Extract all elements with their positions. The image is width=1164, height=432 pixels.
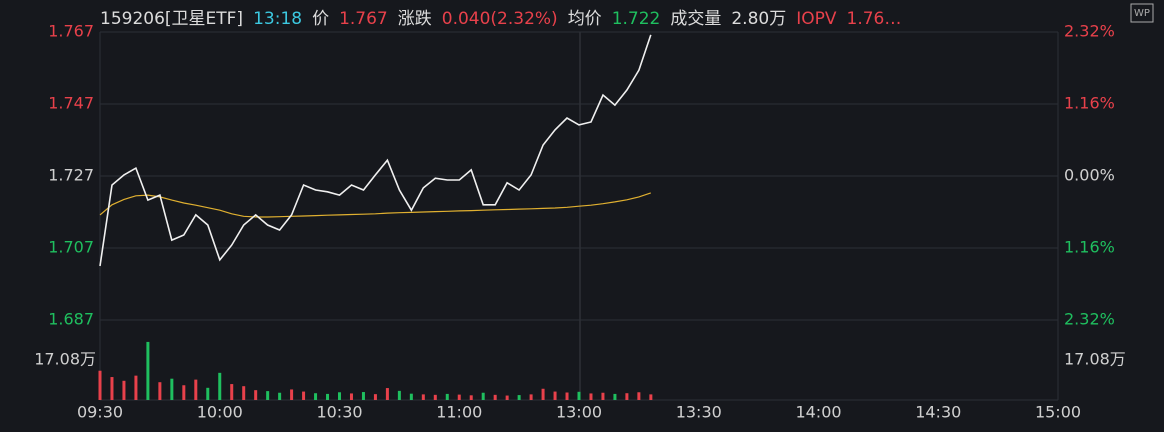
price-line: [99, 34, 652, 267]
volume-bar: [541, 388, 545, 400]
header-item: 159206[卫星ETF]: [100, 9, 244, 29]
x-tick-label: 15:00: [1035, 403, 1081, 422]
x-tick-label: 10:00: [197, 403, 243, 422]
header-item: 1.767: [339, 9, 388, 29]
volume-bar: [361, 392, 365, 400]
header-item: 价: [312, 9, 330, 29]
y2-tick-label: 2.32%: [1064, 22, 1115, 41]
y2-tick-label: 1.16%: [1064, 94, 1115, 113]
volume-bar: [457, 394, 461, 400]
y-tick-label: 1.707: [48, 238, 94, 257]
volume-bar: [218, 372, 222, 400]
volume-bar: [553, 391, 557, 400]
volume-bar: [206, 387, 210, 400]
header-item: 涨跌: [397, 9, 432, 29]
volume-bar: [373, 394, 377, 400]
x-tick-label: 14:00: [795, 403, 841, 422]
wp-icon-text: WP: [1134, 8, 1150, 19]
volume-bar: [409, 393, 413, 400]
volume-bar: [302, 391, 306, 400]
volume-bar: [290, 389, 294, 400]
volume-bar: [625, 393, 629, 400]
volume-bar: [266, 391, 270, 400]
volume-bar: [385, 388, 389, 400]
volume-bar: [182, 385, 186, 400]
average-line: [99, 192, 651, 218]
volume-bar: [517, 395, 521, 400]
volume-bar: [421, 394, 425, 400]
volume-bar: [613, 393, 617, 400]
y-tick-label: 1.767: [48, 22, 94, 41]
volume-bar: [326, 393, 330, 400]
volume-bar: [134, 375, 138, 400]
volume-bar: [278, 392, 282, 400]
volume-bar: [230, 384, 234, 400]
x-tick-label: 09:30: [77, 403, 123, 422]
volume-bar: [433, 394, 437, 400]
volume-bar: [637, 392, 641, 400]
header-item: 0.040(2.32%): [441, 9, 558, 29]
x-tick-label: 10:30: [316, 403, 362, 422]
volume-bar: [601, 392, 605, 400]
header-item: 13:18: [253, 9, 303, 29]
volume-bar: [397, 390, 401, 400]
x-tick-label: 13:30: [676, 403, 722, 422]
x-tick-label: 13:00: [556, 403, 602, 422]
header-item: 1.722: [611, 9, 661, 29]
volume-bar: [493, 394, 497, 400]
header-item: 1.76…: [846, 9, 902, 29]
y-tick-label: 1.727: [48, 166, 94, 185]
header-item: 均价: [567, 9, 602, 29]
volume-bar: [338, 392, 341, 400]
y2-tick-label: 2.32%: [1064, 310, 1115, 329]
volume-bar: [505, 395, 509, 400]
volume-bar: [481, 392, 485, 400]
wp-icon[interactable]: [1130, 3, 1154, 23]
volume-bar: [110, 377, 114, 400]
x-tick-label: 14:30: [915, 403, 961, 422]
volume-bar: [577, 391, 581, 400]
volume-bar: [254, 390, 258, 400]
volume-bar: [529, 394, 533, 400]
volume-bar: [98, 370, 102, 400]
header: 159206[卫星ETF] 13:18 价 1.767 涨跌 0.040(2.32%) 均价…: [100, 4, 911, 29]
volume-tick-label: 17.08万: [1064, 350, 1126, 369]
volume-bar: [349, 393, 353, 400]
header-item: 成交量: [670, 9, 722, 29]
volume-bar: [649, 394, 653, 400]
x-tick-label: 11:00: [436, 403, 482, 422]
volume-bar: [194, 379, 198, 400]
volume-bar: [242, 386, 246, 400]
volume-bar: [158, 382, 162, 400]
volume-bar: [170, 378, 174, 400]
y-tick-label: 1.747: [48, 94, 94, 113]
volume-bar: [565, 392, 569, 400]
y2-tick-label: 0.00%: [1064, 166, 1115, 185]
volume-bar: [314, 393, 318, 400]
y2-tick-label: 1.16%: [1064, 238, 1115, 257]
y-tick-label: 1.687: [48, 310, 94, 329]
header-item: 2.80万: [731, 9, 787, 29]
volume-tick-label: 17.08万: [34, 350, 96, 369]
header-item: IOPV: [796, 9, 837, 29]
volume-bar: [469, 395, 473, 400]
volume-bar: [122, 380, 126, 400]
volume-bar: [146, 341, 150, 400]
volume-bar: [445, 393, 449, 400]
volume-bar: [589, 393, 593, 400]
